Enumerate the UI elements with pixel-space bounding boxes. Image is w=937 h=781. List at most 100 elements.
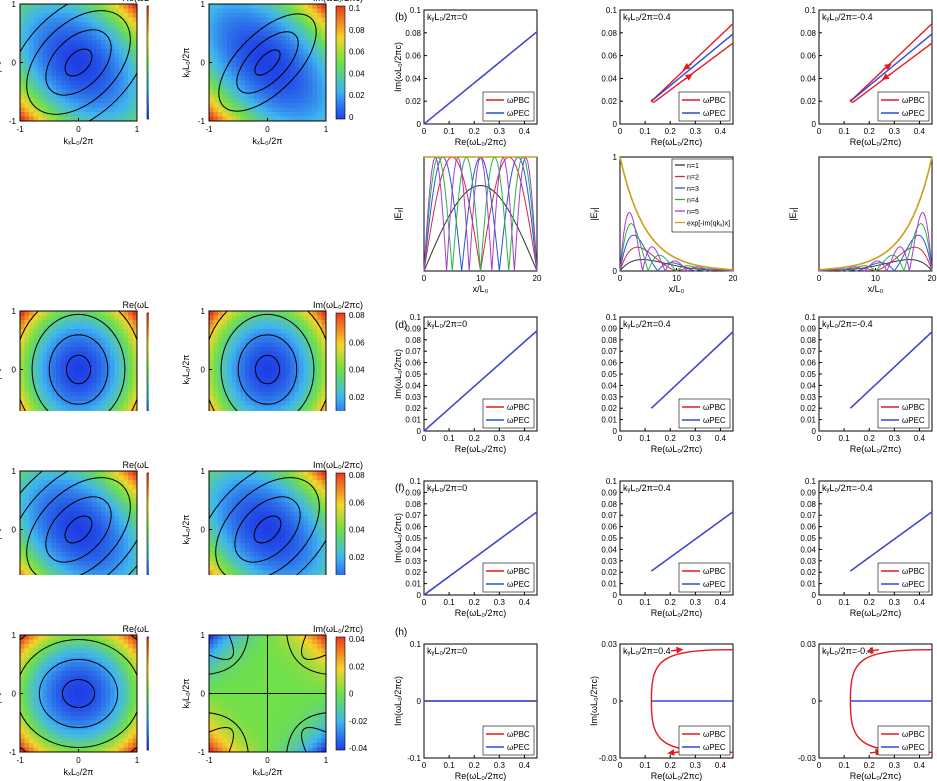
heat-cell	[105, 525, 111, 531]
contour-line	[234, 496, 301, 563]
heat-cell	[254, 516, 260, 522]
heat-cell	[110, 26, 116, 32]
heat-cell	[60, 315, 66, 321]
colorbar-tick-label: 0.06	[349, 48, 365, 57]
heat-cell	[24, 502, 30, 508]
heat-cell	[33, 62, 39, 68]
heat-cell	[281, 374, 287, 380]
heat-cell	[290, 369, 296, 375]
heat-cell	[105, 635, 111, 641]
heat-cell	[20, 4, 26, 10]
heat-cell	[123, 475, 129, 481]
heat-cell	[272, 556, 278, 562]
heat-cell	[74, 4, 80, 10]
heat-cell	[92, 383, 98, 389]
heat-cell	[56, 725, 62, 731]
heat-cell	[65, 561, 71, 567]
colorbar-title: Re(ωL₀/2πc)	[123, 624, 174, 634]
heat-cell	[317, 520, 323, 526]
heat-cell	[132, 570, 138, 576]
heat-cell	[249, 552, 255, 558]
heat-cell	[38, 329, 44, 335]
heat-cell	[87, 653, 93, 659]
y-axis-label: kᵧL₀/2π	[0, 679, 2, 709]
heat-cell	[213, 329, 219, 335]
heat-cell	[60, 35, 66, 41]
heat-cell	[69, 666, 75, 672]
heat-cell	[87, 80, 93, 86]
heat-cell	[236, 107, 242, 113]
heat-cell	[87, 17, 93, 23]
heat-cell	[312, 347, 318, 353]
heat-cell	[56, 351, 62, 357]
heat-cell	[83, 475, 89, 481]
heat-cell	[272, 351, 278, 357]
heat-cell	[258, 396, 264, 402]
heat-cell	[258, 635, 264, 641]
heat-cell	[281, 49, 287, 55]
heat-cell	[276, 22, 282, 28]
heat-cell	[267, 635, 273, 641]
heat-cell	[60, 738, 66, 744]
heat-cell	[227, 484, 233, 490]
heat-cell	[87, 570, 93, 576]
heat-cell	[56, 698, 62, 704]
heat-cell	[245, 76, 251, 82]
heat-cell	[240, 58, 246, 64]
heat-cell	[20, 356, 26, 362]
heat-cell	[209, 552, 215, 558]
heat-cell	[308, 98, 314, 104]
heat-cell	[263, 351, 269, 357]
heat-cell	[222, 529, 228, 535]
heat-cell	[101, 693, 107, 699]
heat-cell	[78, 711, 84, 717]
heat-cell	[308, 374, 314, 380]
heat-cell	[42, 311, 48, 317]
heat-cell	[20, 342, 26, 348]
heat-cell	[96, 17, 102, 23]
heat-cell	[317, 538, 323, 544]
heat-cell	[78, 89, 84, 95]
heat-cell	[267, 8, 273, 14]
heat-cell	[83, 716, 89, 722]
heat-cell	[47, 405, 53, 411]
heat-cell	[123, 116, 129, 122]
heat-cell	[20, 85, 26, 91]
heat-cell	[87, 552, 93, 558]
colorbar-tick-label: 0.04	[349, 526, 365, 535]
heat-cell	[33, 76, 39, 82]
heat-cell	[83, 8, 89, 14]
heat-cell	[69, 475, 75, 481]
heat-cell	[281, 405, 287, 411]
heat-cell	[128, 369, 134, 375]
heat-cell	[303, 543, 309, 549]
heat-cell	[114, 529, 120, 535]
heat-cell	[240, 383, 246, 389]
heat-cell	[236, 534, 242, 540]
heat-cell	[74, 62, 80, 68]
heat-cell	[42, 507, 48, 513]
heat-cell	[83, 711, 89, 717]
heat-cell	[240, 351, 246, 357]
heat-cell	[317, 405, 323, 411]
heat-cell	[249, 31, 255, 37]
heat-cell	[20, 738, 26, 744]
heat-cell	[20, 338, 26, 344]
heat-cell	[285, 103, 291, 109]
heat-cell	[312, 635, 318, 641]
heat-cell	[294, 498, 300, 504]
heat-cell	[249, 26, 255, 32]
heat-cell	[123, 49, 129, 55]
heat-cell	[227, 396, 233, 402]
heat-cell	[114, 360, 120, 366]
heat-cell	[285, 480, 291, 486]
heat-cell	[281, 529, 287, 535]
heat-cell	[87, 693, 93, 699]
heat-cell	[60, 689, 66, 695]
heat-cell	[285, 17, 291, 23]
heat-cell	[290, 44, 296, 50]
heat-cell	[51, 516, 57, 522]
heat-cell	[51, 324, 57, 330]
heat-cell	[249, 507, 255, 513]
heat-cell	[294, 635, 300, 641]
